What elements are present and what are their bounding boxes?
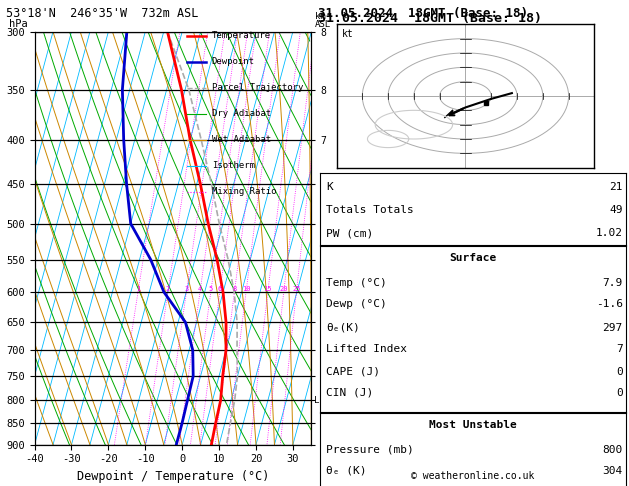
Text: PW (cm): PW (cm)	[326, 228, 373, 238]
Text: 800: 800	[603, 445, 623, 455]
Text: 20: 20	[279, 286, 288, 292]
Text: Wet Adiabat: Wet Adiabat	[212, 135, 271, 144]
Text: θₑ (K): θₑ (K)	[326, 466, 366, 476]
Text: 0: 0	[616, 367, 623, 377]
Text: 6: 6	[218, 286, 222, 292]
Text: 297: 297	[603, 323, 623, 332]
Text: 8: 8	[232, 286, 237, 292]
Text: 7.9: 7.9	[603, 278, 623, 288]
Text: 49: 49	[610, 205, 623, 215]
Text: Mixing Ratio: Mixing Ratio	[212, 188, 276, 196]
Text: θₑ(K): θₑ(K)	[326, 323, 360, 332]
Text: Most Unstable: Most Unstable	[429, 420, 516, 430]
Text: 15: 15	[264, 286, 272, 292]
Text: 21: 21	[610, 182, 623, 191]
Text: km
ASL: km ASL	[314, 12, 331, 29]
Text: 2: 2	[166, 286, 170, 292]
Text: Lifted Index: Lifted Index	[326, 344, 407, 353]
Text: 4: 4	[198, 286, 202, 292]
Text: © weatheronline.co.uk: © weatheronline.co.uk	[411, 471, 535, 481]
Text: 1: 1	[136, 286, 140, 292]
Text: 31.05.2024  18GMT (Base: 18): 31.05.2024 18GMT (Base: 18)	[318, 7, 528, 20]
Text: LCL: LCL	[314, 396, 330, 405]
Text: CIN (J): CIN (J)	[326, 388, 373, 398]
Text: Temperature: Temperature	[212, 31, 271, 40]
X-axis label: Dewpoint / Temperature (°C): Dewpoint / Temperature (°C)	[77, 470, 269, 483]
Text: Surface: Surface	[449, 253, 496, 263]
Text: Dry Adiabat: Dry Adiabat	[212, 109, 271, 118]
Text: Parcel Trajectory: Parcel Trajectory	[212, 83, 303, 92]
Text: 1.02: 1.02	[596, 228, 623, 238]
Text: 0: 0	[616, 388, 623, 398]
Text: Dewp (°C): Dewp (°C)	[326, 299, 387, 309]
Text: Pressure (mb): Pressure (mb)	[326, 445, 414, 455]
Text: Dewpoint: Dewpoint	[212, 57, 255, 66]
Text: kt: kt	[342, 29, 353, 38]
Text: 25: 25	[292, 286, 301, 292]
Text: CAPE (J): CAPE (J)	[326, 367, 380, 377]
Text: 7: 7	[616, 344, 623, 353]
Text: 304: 304	[603, 466, 623, 476]
Text: Totals Totals: Totals Totals	[326, 205, 414, 215]
Text: Temp (°C): Temp (°C)	[326, 278, 387, 288]
Text: Isotherm: Isotherm	[212, 161, 255, 171]
Text: -1.6: -1.6	[596, 299, 623, 309]
Text: 31.05.2024  18GMT (Base: 18): 31.05.2024 18GMT (Base: 18)	[318, 12, 542, 25]
Text: 3: 3	[184, 286, 189, 292]
Text: 5: 5	[209, 286, 213, 292]
Text: hPa: hPa	[9, 19, 28, 29]
Text: 10: 10	[242, 286, 250, 292]
Text: K: K	[326, 182, 333, 191]
Text: 53°18'N  246°35'W  732m ASL: 53°18'N 246°35'W 732m ASL	[6, 7, 199, 20]
